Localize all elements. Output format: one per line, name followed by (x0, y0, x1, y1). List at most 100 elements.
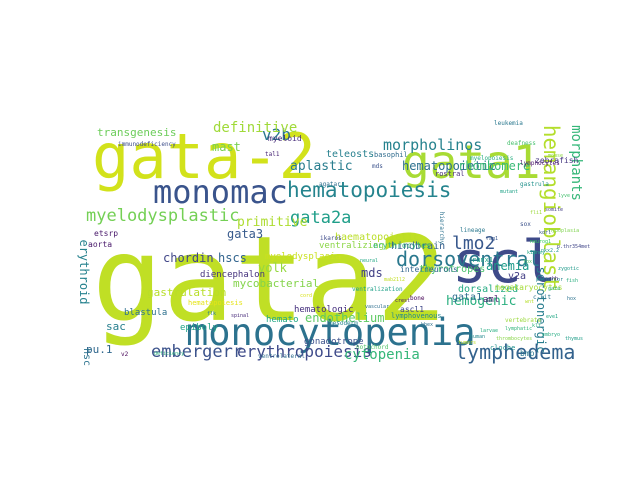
cloud-word: somite (545, 207, 563, 213)
cloud-word: sac (106, 320, 126, 333)
cloud-word: neurog1 (530, 239, 551, 245)
cloud-word: kdrl (539, 230, 551, 236)
cloud-word: lyve (558, 193, 570, 199)
cloud-word: hematopoiesis (188, 299, 243, 307)
cloud-word: agatar (319, 181, 341, 188)
cloud-word: hindbrain (391, 241, 445, 252)
cloud-word: hematopoietic (402, 159, 496, 173)
cloud-word: definitive (213, 120, 297, 136)
cloud-word: mutant (500, 189, 518, 195)
cloud-word: gastrula (520, 181, 549, 188)
cloud-word: ascl1 (400, 305, 424, 314)
cloud-word: gata1 (452, 292, 482, 303)
cloud-word: v2b (262, 125, 291, 144)
cloud-word: gonadotrope (304, 337, 364, 347)
cloud-word: klf (532, 323, 541, 329)
cloud-word: flk (207, 311, 216, 317)
cloud-word: mast (212, 140, 241, 154)
cloud-word: monomac (153, 173, 288, 211)
cloud-word: gata2a (290, 208, 351, 228)
cloud-word: v2 (121, 351, 129, 358)
cloud-word: pu.1 (86, 343, 113, 356)
cloud-word: mds (361, 266, 383, 280)
cloud-word: tal1 (265, 151, 280, 158)
cloud-word: interneurons (400, 265, 458, 274)
cloud-word: larvae (480, 328, 498, 334)
cloud-word: p.thr354met (557, 244, 590, 250)
cloud-word: ventralization (352, 286, 403, 293)
cloud-word: lymphovenous (391, 312, 442, 320)
cloud-word: chordin (163, 251, 214, 265)
cloud-word: scl (452, 228, 557, 296)
cloud-word: fli1 (530, 210, 542, 216)
cloud-word: erythrocytes (373, 241, 431, 250)
cloud-word: aml (483, 295, 499, 305)
cloud-word: fish (566, 278, 578, 284)
cloud-word: embergerr (151, 342, 243, 362)
cloud-word: blastula (124, 308, 167, 318)
cloud-word: megakaryocytes (495, 283, 563, 292)
cloud-word: human (470, 334, 485, 340)
cloud-word: aorta (88, 240, 112, 249)
cloud-word: erythropoiesis (237, 342, 372, 361)
cloud-word: erythroid (77, 239, 91, 304)
cloud-word: hhex (421, 322, 433, 328)
cloud-word: morphants (568, 125, 584, 201)
cloud-word: hypoplasia (549, 228, 579, 234)
cloud-word: dorsoventral (396, 247, 541, 271)
cloud-word: zebrafish (535, 156, 579, 165)
cloud-word: notochord (356, 344, 389, 351)
cloud-word: zygotic (558, 266, 579, 272)
cloud-word: kidney (527, 250, 545, 256)
cloud-word: vertebrate (505, 317, 542, 324)
cloud-word: myeloid (268, 134, 302, 143)
cloud-word: haematopoietic (335, 232, 419, 243)
cloud-word: bmp (520, 349, 535, 358)
cloud-word: myelodysplastic (86, 206, 240, 226)
cloud-word: yolk (258, 261, 288, 275)
cloud-word: eve1 (546, 314, 558, 320)
cloud-word: vascular (365, 304, 389, 310)
cloud-word: thyrotropes (419, 264, 485, 275)
cloud-word: mouse (548, 153, 563, 159)
cloud-word: ventrolateral (258, 353, 305, 360)
cloud-word: hemangioblast (539, 125, 563, 289)
cloud-word: hox (567, 296, 576, 302)
cloud-word: hscs (218, 251, 247, 265)
cloud-word: epiboly (180, 323, 219, 333)
cloud-word: hierarchy (438, 212, 445, 245)
cloud-word: posterior (536, 277, 563, 283)
cloud-word: gata-2 (92, 120, 316, 193)
cloud-word: lymphocytes (520, 160, 560, 167)
cloud-word: nkx2.2 (541, 248, 559, 254)
cloud-word: deafness (507, 140, 536, 147)
cloud-word: gastrulation (147, 286, 226, 299)
cloud-word: rhombomere (458, 159, 530, 173)
cloud-word: hemogenic (446, 294, 516, 309)
cloud-word: embryo (542, 332, 560, 338)
cloud-word: hemato (266, 315, 299, 325)
cloud-word: myelopoiesis (470, 155, 514, 162)
cloud-word: endothelium (305, 311, 384, 325)
cloud-word: lymphedema (455, 340, 575, 364)
cloud-word: bone (410, 295, 425, 302)
cloud-word: v2a (508, 271, 526, 282)
cloud-word: gata (548, 286, 560, 292)
cloud-word: mab21l2 (384, 277, 405, 283)
cloud-word: etsrp (94, 229, 118, 238)
cloud-word: spinal (231, 313, 249, 319)
cloud-word: cord (300, 293, 312, 299)
cloud-word: shh (549, 276, 558, 282)
cloud-word: dorsalized (458, 284, 518, 295)
cloud-word: mycobacterial (233, 277, 319, 290)
cloud-word: cloche (490, 344, 515, 352)
cloud-word: hematologic (294, 305, 354, 315)
cloud-word: c-kit (533, 294, 551, 301)
cloud-word: hsc (81, 348, 92, 366)
cloud-word: lmo2 (452, 233, 495, 254)
cloud-word: mesoderm (329, 320, 358, 327)
cloud-word: ikaros (320, 235, 342, 242)
cloud-word: gata3 (227, 227, 263, 241)
cloud-word: gata2 (92, 210, 447, 348)
